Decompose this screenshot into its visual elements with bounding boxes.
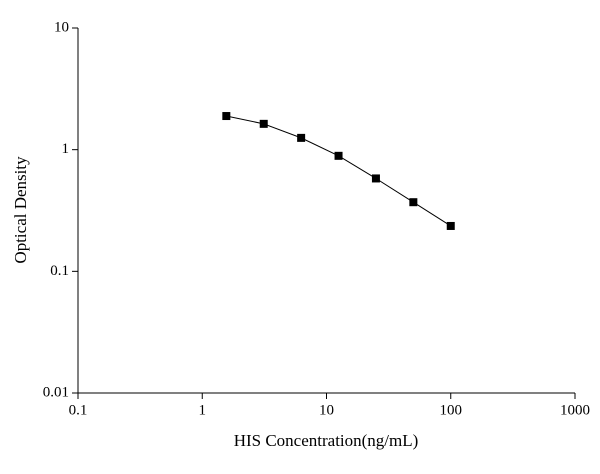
marker: [409, 198, 418, 207]
y-axis-title: Optical Density: [11, 156, 30, 264]
series-line: [226, 115, 452, 227]
x-tick-label: 100: [440, 402, 463, 418]
marker: [259, 119, 268, 128]
y-tick-label: 10: [54, 19, 69, 35]
marker: [334, 151, 343, 160]
x-tick-label: 1000: [560, 402, 590, 418]
marker: [297, 133, 306, 142]
marker: [446, 221, 455, 230]
y-tick-label: 0.01: [43, 384, 69, 400]
marker: [371, 174, 380, 183]
x-tick-label: 0.1: [69, 402, 88, 418]
y-tick-label: 0.1: [50, 263, 69, 279]
marker: [222, 112, 231, 121]
x-tick-label: 10: [319, 402, 334, 418]
x-tick-label: 1: [199, 402, 207, 418]
x-axis-title: HIS Concentration(ng/mL): [234, 431, 419, 450]
y-tick-label: 1: [62, 141, 70, 157]
